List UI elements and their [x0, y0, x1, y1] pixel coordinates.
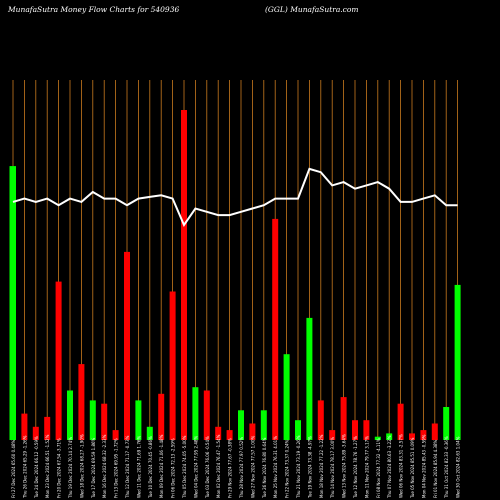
x-tick-label: Wed 06 Nov 2024 83.31 -2.57%	[399, 434, 404, 498]
bars	[9, 110, 461, 440]
x-tick-label: Tue 19 Nov 2024 73.38 -4.97%	[307, 436, 312, 499]
chart-title: MunafaSutra Money Flow Charts for 540936	[8, 5, 180, 14]
money-flow-bar	[340, 397, 347, 440]
x-tick-label: Tue 05 Nov 2024 85.51 0.09%	[410, 437, 415, 499]
x-tick-label: Tue 26 Nov 2024 76.80 0.64%	[262, 437, 267, 499]
money-flow-bar	[10, 166, 16, 440]
x-tick-label: Fri 20 Dec 2024 67.54 -3.71%	[57, 438, 62, 498]
x-tick-label: Mon 09 Dec 2024 71.06 -1.48%	[159, 434, 164, 498]
x-tick-label: Mon 18 Nov 2024 77.22 -1.22%	[319, 434, 324, 498]
x-tick-label: Thu 07 Nov 2024 80.63 -3.22%	[387, 435, 392, 499]
x-tick-label: Fri 22 Nov 2024 73.37 0.24%	[285, 439, 290, 498]
x-tick-label: Tue 24 Dec 2024 66.12 -0.59%	[34, 436, 39, 499]
x-tick-label: Tue 03 Dec 2024 76.06 -0.54%	[205, 436, 210, 499]
x-tick-label: Fri 27 Dec 2024 65.60 0.48%	[11, 440, 16, 498]
money-flow-bar	[203, 390, 210, 440]
money-flow-bar	[283, 354, 290, 440]
x-tick-label: Wed 30 Oct 2024 82.63 1.04%	[456, 436, 461, 498]
x-tick-label: Thu 12 Dec 2024 71.17 -0.73%	[125, 435, 130, 499]
x-tick-label: Thu 28 Nov 2024 77.97 0.52%	[239, 437, 244, 499]
x-tick-label: Thu 26 Dec 2024 65.29 -1.26%	[22, 435, 27, 499]
x-tick-label: Fri 29 Nov 2024 77.67 -0.38%	[228, 438, 233, 498]
x-tick-label: Mon 16 Dec 2024 68.32 -2.33%	[102, 434, 107, 498]
money-flow-bar	[352, 420, 358, 440]
price-line	[12, 167, 458, 228]
money-flow-bar	[238, 410, 244, 440]
x-tick-label: Wed 13 Nov 2024 75.89 -3.64%	[342, 434, 347, 498]
money-flow-bar	[306, 317, 313, 440]
money-flow-bar	[363, 420, 370, 440]
money-flow-bar	[101, 403, 108, 440]
x-tick-label: Thu 14 Nov 2024 78.17 3.00%	[330, 437, 335, 499]
money-flow-bar	[169, 291, 176, 440]
x-tick-label: Mon 02 Dec 2024 76.47 -1.54%	[216, 434, 221, 498]
x-tick-label: Mon 04 Nov 2024 85.43 -0.59%	[421, 434, 426, 498]
money-flow-bar	[249, 423, 256, 440]
money-flow-bar	[67, 390, 73, 440]
money-flow-bar	[397, 403, 404, 440]
money-flow-bar	[454, 284, 461, 440]
x-tick-label: Fri 06 Dec 2024 72.13 -2.59%	[171, 438, 176, 498]
money-flow-bar	[158, 393, 165, 440]
money-flow-bar	[135, 400, 142, 440]
money-flow-bar	[55, 281, 62, 440]
x-tick-label: Fri 08 Nov 2024 77.32 -4.11%	[376, 438, 381, 498]
x-tick-label: Tue 10 Dec 2024 70.45 -0.86%	[148, 436, 153, 499]
money-flow-bar	[329, 430, 336, 440]
x-tick-label: Fri 13 Dec 2024 69.95 -1.72%	[114, 438, 119, 498]
x-tick-label: Fri 01 Nov 2024 85.94 4.38%	[433, 439, 438, 498]
money-flow-bar	[443, 407, 450, 440]
x-tick-label: Thu 19 Dec 2024 70.14 2.74%	[68, 437, 73, 499]
money-flow-bar	[32, 426, 39, 440]
x-tick-label: Wed 04 Dec 2024 77.95 2.48%	[193, 436, 198, 498]
money-flow-bar	[21, 413, 28, 440]
x-tick-labels: Fri 27 Dec 2024 65.60 0.48% Thu 26 Dec 20…	[11, 434, 461, 499]
money-flow-bar	[431, 423, 438, 440]
money-flow-bar	[409, 433, 415, 440]
money-flow-bar	[192, 387, 199, 440]
x-tick-label: Thu 31 Oct 2024 82.33 -0.36%	[444, 436, 449, 499]
x-tick-label: Mon 25 Nov 2024 76.31 4.01%	[273, 436, 278, 498]
money-flow-bar	[374, 436, 381, 440]
x-tick-label: Wed 27 Nov 2024 77.57 1.00%	[250, 435, 255, 498]
x-tick-label: Mon 11 Nov 2024 79.77 3.17%	[364, 436, 369, 498]
money-flow-bar	[420, 430, 427, 440]
money-flow-bar	[317, 400, 324, 440]
money-flow-bar	[124, 251, 130, 440]
money-flow-bar	[386, 433, 393, 440]
money-flow-bar	[146, 426, 153, 440]
x-tick-label: Mon 23 Dec 2024 66.51 -1.52%	[45, 434, 50, 498]
x-tick-label: Wed 11 Dec 2024 71.69 1.76%	[136, 436, 141, 498]
x-tick-label: Wed 18 Dec 2024 68.27 -1.90%	[79, 434, 84, 498]
money-flow-bar	[89, 400, 96, 440]
chart-subtitle: (GGL) MunafaSutra.com	[265, 5, 359, 14]
money-flow-bar	[181, 110, 187, 440]
money-flow-bar	[272, 218, 279, 440]
money-flow-bar	[295, 420, 301, 440]
x-tick-label: Thu 21 Nov 2024 73.19 -0.26%	[296, 435, 301, 499]
money-flow-bar	[215, 426, 222, 440]
price-line-path	[12, 167, 458, 228]
money-flow-bar	[226, 430, 233, 440]
x-tick-label: Tue 17 Dec 2024 69.59 1.86%	[91, 437, 96, 499]
x-tick-label: Tue 12 Nov 2024 78.76 -1.27%	[353, 436, 358, 499]
money-flow-bar	[78, 364, 85, 440]
money-flow-bar	[112, 430, 119, 440]
money-flow-bar	[44, 416, 51, 440]
money-flow-bar	[260, 410, 267, 440]
x-tick-label: Thu 05 Dec 2024 74.05 -5.00%	[182, 435, 187, 499]
